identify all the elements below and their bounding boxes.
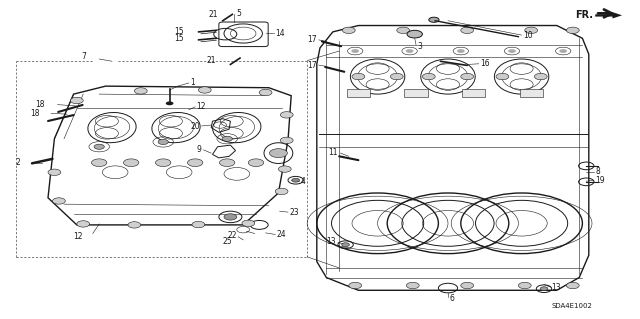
Circle shape	[559, 49, 567, 53]
Text: FR.: FR.	[575, 10, 593, 20]
Text: 4: 4	[301, 177, 306, 186]
Circle shape	[349, 282, 362, 289]
Circle shape	[566, 27, 579, 33]
Text: 23: 23	[289, 208, 299, 217]
Polygon shape	[595, 12, 622, 19]
Circle shape	[192, 221, 205, 228]
Text: 15: 15	[175, 34, 184, 43]
Text: 1: 1	[190, 78, 195, 87]
Text: 3: 3	[417, 42, 422, 51]
Text: 13: 13	[552, 283, 561, 292]
Circle shape	[242, 220, 255, 226]
Circle shape	[351, 49, 359, 53]
Text: 12: 12	[74, 232, 83, 241]
Circle shape	[407, 30, 422, 38]
Text: SDA4E1002: SDA4E1002	[551, 303, 592, 309]
Circle shape	[48, 169, 61, 175]
Circle shape	[224, 214, 237, 220]
Circle shape	[275, 188, 288, 195]
Circle shape	[248, 159, 264, 167]
Circle shape	[188, 159, 203, 167]
Circle shape	[429, 17, 439, 22]
Text: 10: 10	[524, 31, 533, 40]
Circle shape	[461, 27, 474, 33]
Circle shape	[406, 49, 413, 53]
Circle shape	[342, 243, 349, 247]
Circle shape	[280, 137, 293, 144]
Circle shape	[525, 27, 538, 33]
Text: 18: 18	[35, 100, 45, 109]
Text: 8: 8	[595, 167, 600, 176]
Circle shape	[128, 222, 141, 228]
Text: 17: 17	[307, 61, 317, 70]
Circle shape	[534, 73, 547, 80]
Text: 18: 18	[30, 109, 40, 118]
Text: 6: 6	[449, 294, 454, 303]
Text: 19: 19	[595, 176, 605, 185]
Circle shape	[222, 136, 232, 141]
Circle shape	[540, 287, 548, 291]
FancyBboxPatch shape	[520, 89, 543, 97]
Text: 17: 17	[307, 35, 317, 44]
Circle shape	[77, 221, 90, 227]
Text: 21: 21	[207, 56, 216, 65]
Circle shape	[422, 73, 435, 80]
Circle shape	[134, 88, 147, 94]
Circle shape	[390, 73, 403, 80]
Text: 25: 25	[222, 237, 232, 246]
Circle shape	[259, 89, 272, 96]
Circle shape	[461, 282, 474, 289]
FancyBboxPatch shape	[404, 89, 428, 97]
Circle shape	[52, 198, 65, 204]
Circle shape	[397, 27, 410, 33]
Circle shape	[280, 112, 293, 118]
Text: 11: 11	[328, 148, 338, 157]
Circle shape	[352, 73, 365, 80]
Text: 24: 24	[276, 230, 286, 239]
Text: 5: 5	[237, 9, 242, 18]
Circle shape	[198, 87, 211, 93]
Circle shape	[461, 73, 474, 80]
Text: 9: 9	[196, 145, 202, 154]
Circle shape	[269, 149, 287, 158]
Text: 21: 21	[208, 10, 218, 19]
Circle shape	[158, 139, 168, 145]
Circle shape	[94, 144, 104, 149]
Text: 22: 22	[227, 231, 237, 240]
Circle shape	[156, 159, 171, 167]
Circle shape	[342, 27, 355, 33]
Text: 15: 15	[175, 27, 184, 36]
FancyBboxPatch shape	[462, 89, 485, 97]
Circle shape	[457, 49, 465, 53]
Circle shape	[496, 73, 509, 80]
Circle shape	[124, 159, 139, 167]
Circle shape	[278, 166, 291, 172]
FancyBboxPatch shape	[347, 89, 370, 97]
Text: 7: 7	[81, 52, 86, 61]
Circle shape	[220, 159, 235, 167]
Circle shape	[518, 282, 531, 289]
Text: 16: 16	[480, 59, 490, 68]
Circle shape	[92, 159, 107, 167]
Circle shape	[70, 97, 83, 104]
Circle shape	[166, 101, 173, 105]
Text: 13: 13	[326, 237, 336, 246]
Text: 14: 14	[275, 29, 285, 38]
Text: 20: 20	[190, 122, 200, 130]
Circle shape	[292, 178, 300, 182]
Circle shape	[566, 282, 579, 289]
Text: 12: 12	[196, 102, 206, 111]
Circle shape	[508, 49, 516, 53]
Text: 2: 2	[16, 158, 20, 167]
Circle shape	[406, 282, 419, 289]
